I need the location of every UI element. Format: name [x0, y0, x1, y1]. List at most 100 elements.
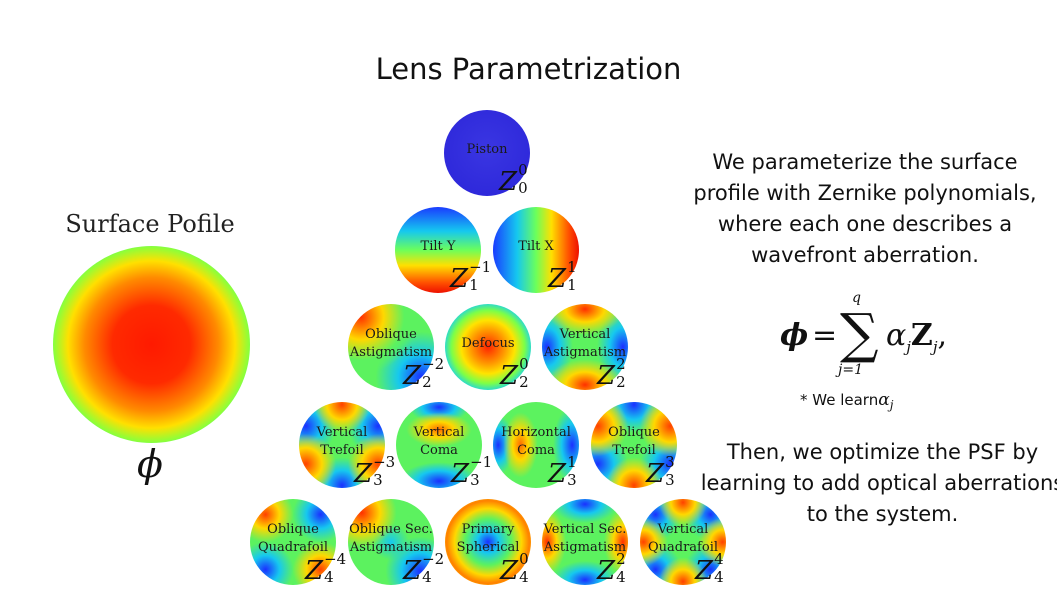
zernike-label-line: Oblique: [267, 522, 319, 537]
formula-upper-limit: q: [852, 290, 861, 306]
formula-coef-index: j: [906, 338, 911, 356]
zernike-label-line: Oblique: [608, 425, 660, 440]
zernike-index: −1 1: [468, 258, 491, 294]
zernike-n: 2: [616, 373, 626, 391]
zernike-label-line: Quadrafoil: [257, 540, 329, 555]
description-text-2: Then, we optimize the PSF by learning to…: [700, 440, 1057, 526]
zernike-z: Z: [597, 556, 616, 586]
zernike-label-line: Vertical Sec.: [543, 522, 627, 537]
zernike-n: 1: [469, 276, 479, 294]
zernike-n: 4: [616, 568, 626, 586]
zernike-m: −2: [422, 550, 445, 568]
zernike-z: Z: [354, 459, 373, 489]
zernike-z: Z: [500, 361, 519, 391]
zernike-disc-tilt-x: [493, 207, 579, 293]
formula-sum-sign: ∑: [840, 302, 879, 365]
zernike-label-vertical-coma: Vertical Coma: [387, 424, 491, 460]
zernike-label-vertical-astigmatism: Vertical Astigmatism: [533, 326, 637, 362]
zernike-z: Z: [499, 167, 518, 197]
zernike-label-line: Oblique: [365, 327, 417, 342]
zernike-disc-vertical-sec-astigmatism: [542, 499, 628, 585]
zernike-disc-oblique-astigmatism: [348, 304, 434, 390]
zernike-n: 3: [470, 471, 480, 489]
zernike-label-vertical-quadrafoil: Vertical Quadrafoil: [631, 521, 735, 557]
zernike-m: −2: [422, 355, 445, 373]
zernike-z: Z: [695, 556, 714, 586]
zernike-symbol-vertical-coma: Z −1 3: [451, 453, 492, 489]
zernike-label-line: Vertical: [657, 522, 709, 537]
zernike-label-oblique-sec-astigmatism: Oblique Sec. Astigmatism: [339, 521, 443, 557]
zernike-disc-piston: [444, 110, 530, 196]
zernike-disc-vertical-trefoil: [299, 402, 385, 488]
zernike-z: Z: [305, 556, 324, 586]
zernike-disc-oblique-quadrafoil: [250, 499, 336, 585]
zernike-label-line: Astigmatism: [543, 540, 627, 555]
zernike-label-oblique-astigmatism: Oblique Astigmatism: [339, 326, 443, 362]
zernike-symbol-oblique-astigmatism: Z −2 2: [403, 355, 444, 391]
zernike-label-line: Tilt Y: [420, 239, 456, 254]
zernike-n: 3: [373, 471, 383, 489]
zernike-m: 3: [665, 453, 675, 471]
zernike-disc-vertical-coma: [396, 402, 482, 488]
zernike-symbol-vertical-trefoil: Z −3 3: [354, 453, 395, 489]
zernike-symbol-oblique-sec-astigmatism: Z −2 4: [403, 550, 444, 586]
description-text: We parameterize the surface profile with…: [693, 150, 1037, 267]
zernike-n: 2: [422, 373, 432, 391]
zernike-n: 4: [519, 568, 529, 586]
zernike-index: −2 2: [421, 355, 444, 391]
zernike-z: Z: [403, 556, 422, 586]
formula-phi: ϕ: [780, 318, 809, 353]
zernike-label-oblique-trefoil: Oblique Trefoil: [582, 424, 686, 460]
zernike-disc-oblique-sec-astigmatism: [348, 499, 434, 585]
formula-term: αjZj,: [886, 318, 947, 356]
zernike-z: Z: [548, 264, 567, 294]
zernike-m: 4: [714, 550, 724, 568]
formula-basis-index: j: [932, 338, 938, 356]
zernike-disc-tilt-y: [395, 207, 481, 293]
zernike-label-line: Tilt X: [518, 239, 554, 254]
zernike-label-line: Piston: [466, 142, 508, 157]
zernike-disc-horizontal-coma: [493, 402, 579, 488]
zernike-m: −4: [324, 550, 347, 568]
zernike-z: Z: [548, 459, 567, 489]
zernike-label-primary-spherical: Primary Spherical: [436, 521, 540, 557]
zernike-disc-vertical-quadrafoil: [640, 499, 726, 585]
zernike-symbol-oblique-quadrafoil: Z −4 4: [305, 550, 346, 586]
zernike-label-line: Defocus: [461, 336, 515, 351]
zernike-label-line: Coma: [420, 443, 458, 458]
page-title: Lens Parametrization: [375, 52, 682, 86]
formula-coef: α: [886, 318, 907, 353]
zernike-m: −3: [373, 453, 396, 471]
learn-note: * We learnαj: [800, 390, 950, 412]
zernike-label-line: Astigmatism: [349, 345, 433, 360]
zernike-n: 3: [665, 471, 675, 489]
zernike-label-line: Horizontal: [501, 425, 571, 440]
zernike-m: 0: [519, 550, 529, 568]
zernike-label-line: Spherical: [456, 540, 520, 555]
zernike-n: 1: [567, 276, 577, 294]
zernike-label-horizontal-coma: Horizontal Coma: [484, 424, 588, 460]
zernike-n: 3: [567, 471, 577, 489]
zernike-label-line: Oblique Sec.: [349, 522, 433, 537]
zernike-label-tilt-y: Tilt Y: [386, 238, 490, 256]
zernike-n: 0: [518, 179, 528, 197]
zernike-index: −2 4: [421, 550, 444, 586]
zernike-label-vertical-trefoil: Vertical Trefoil: [290, 424, 394, 460]
zernike-label-line: Astigmatism: [349, 540, 433, 555]
zernike-label-oblique-quadrafoil: Oblique Quadrafoil: [241, 521, 345, 557]
zernike-label-line: Vertical: [316, 425, 368, 440]
zernike-z: Z: [500, 556, 519, 586]
zernike-m: 0: [519, 355, 529, 373]
zernike-z: Z: [597, 361, 616, 391]
